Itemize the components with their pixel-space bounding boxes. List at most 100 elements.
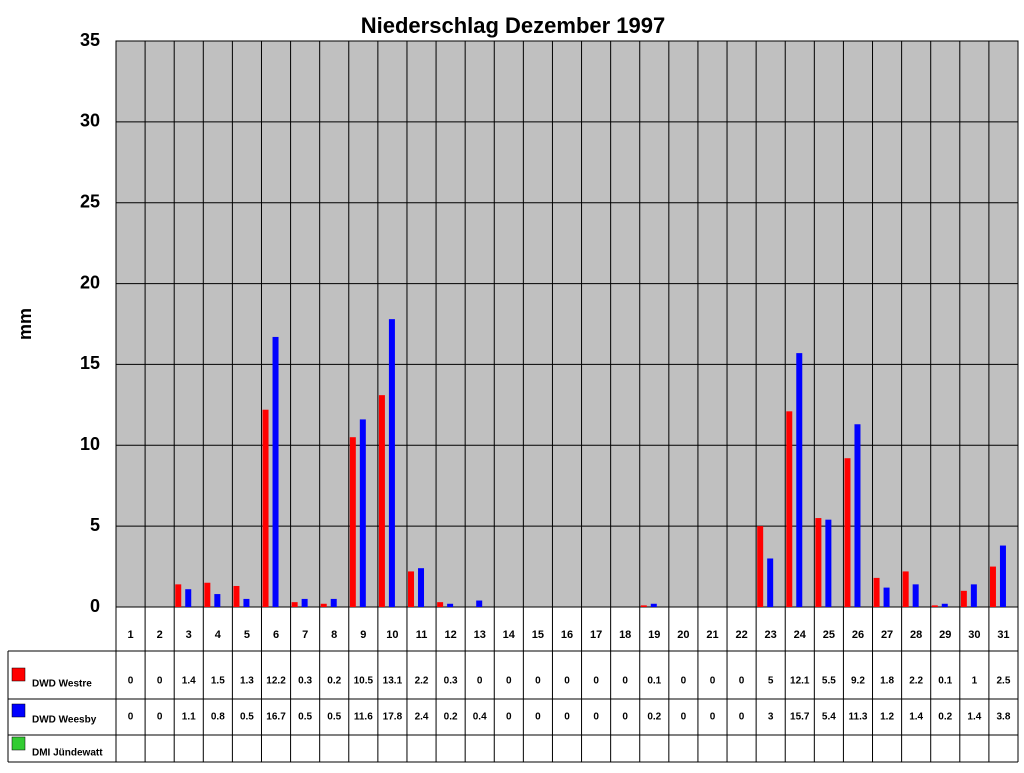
- x-tick-label: 15: [532, 629, 544, 641]
- table-value: 0.8: [211, 712, 225, 723]
- table-value: 0: [535, 712, 541, 723]
- table-value: 0: [128, 712, 134, 723]
- bar: [408, 571, 415, 607]
- bar: [640, 605, 647, 607]
- table-value: 12.2: [266, 676, 286, 687]
- bar: [970, 584, 977, 607]
- bar: [786, 411, 793, 607]
- y-tick-label: 35: [80, 30, 100, 50]
- bar: [418, 568, 425, 607]
- table-value: 0: [681, 676, 687, 687]
- table-value: 0.5: [240, 712, 254, 723]
- table-value: 0: [739, 712, 745, 723]
- table-value: 2.4: [415, 712, 429, 723]
- table-value: 0.3: [444, 676, 458, 687]
- table-value: 2.2: [415, 676, 429, 687]
- table-value: 2.2: [909, 676, 923, 687]
- x-tick-label: 27: [881, 629, 893, 641]
- table-value: 9.2: [851, 676, 865, 687]
- table-value: 0: [710, 712, 716, 723]
- table-value: 15.7: [790, 712, 810, 723]
- table-value: 17.8: [383, 712, 403, 723]
- table-value: 0.3: [298, 676, 312, 687]
- legend-label: DWD Westre: [32, 679, 92, 690]
- table-value: 0: [593, 712, 599, 723]
- bar: [272, 336, 279, 607]
- bar: [757, 526, 764, 607]
- table-value: 0.2: [327, 676, 341, 687]
- table-value: 0.5: [298, 712, 312, 723]
- y-axis-label: mm: [15, 308, 35, 340]
- table-value: 0: [506, 712, 512, 723]
- x-tick-label: 12: [444, 629, 456, 641]
- table-value: 1.2: [880, 712, 894, 723]
- legend-swatch: [11, 736, 26, 751]
- bar: [359, 419, 366, 607]
- table-value: 0: [564, 676, 570, 687]
- bar: [204, 582, 211, 607]
- bar: [796, 353, 803, 607]
- bar: [214, 594, 221, 607]
- y-tick-label: 0: [90, 596, 100, 616]
- x-tick-label: 26: [852, 629, 864, 641]
- x-tick-label: 8: [331, 629, 337, 641]
- table-value: 1.3: [240, 676, 254, 687]
- bar: [301, 598, 308, 607]
- table-value: 0: [157, 712, 163, 723]
- x-tick-label: 31: [997, 629, 1009, 641]
- table-value: 0.2: [444, 712, 458, 723]
- bar: [883, 587, 890, 607]
- table-value: 0: [593, 676, 599, 687]
- table-value: 11.3: [849, 712, 868, 723]
- x-tick-label: 13: [474, 629, 486, 641]
- x-tick-label: 4: [215, 629, 222, 641]
- y-tick-label: 15: [80, 353, 100, 373]
- x-tick-label: 6: [273, 629, 279, 641]
- legend-swatch: [11, 667, 26, 682]
- table-value: 1.4: [182, 676, 196, 687]
- table-value: 0: [739, 676, 745, 687]
- table-value: 16.7: [266, 712, 286, 723]
- x-tick-label: 29: [939, 629, 951, 641]
- x-tick-label: 1: [127, 629, 133, 641]
- x-tick-label: 2: [157, 629, 163, 641]
- bar: [175, 584, 182, 607]
- legend-label: DMI Jündewatt: [32, 748, 103, 759]
- x-tick-label: 10: [386, 629, 398, 641]
- table-value: 1.5: [211, 676, 225, 687]
- x-tick-label: 7: [302, 629, 308, 641]
- table-value: 0: [564, 712, 570, 723]
- bar: [378, 395, 385, 607]
- bar: [960, 590, 967, 607]
- y-tick-label: 25: [80, 191, 100, 211]
- table-value: 1: [972, 676, 978, 687]
- x-tick-label: 11: [416, 629, 428, 641]
- x-tick-label: 20: [677, 629, 689, 641]
- bar: [447, 603, 454, 607]
- plot-border: [115, 40, 1019, 608]
- table-value: 0.1: [938, 676, 952, 687]
- x-tick-label: 14: [503, 629, 516, 641]
- table-value: 12.1: [790, 676, 810, 687]
- bar: [243, 598, 250, 607]
- table-value: 2.5: [996, 676, 1010, 687]
- table-value: 0.2: [647, 712, 661, 723]
- legend-swatch: [11, 703, 26, 718]
- x-tick-label: 25: [823, 629, 835, 641]
- bar: [476, 600, 483, 607]
- table-value: 5.4: [822, 712, 836, 723]
- x-tick-label: 5: [244, 629, 250, 641]
- table-value: 1.4: [909, 712, 923, 723]
- bar: [349, 437, 356, 607]
- table-value: 0: [535, 676, 541, 687]
- bar: [815, 518, 822, 607]
- table-value: 11.6: [354, 712, 373, 723]
- table-value: 5: [768, 676, 774, 687]
- bar: [912, 584, 919, 607]
- table-value: 0: [477, 676, 483, 687]
- x-tick-label: 9: [360, 629, 366, 641]
- table-value: 13.1: [383, 676, 403, 687]
- bar: [941, 603, 948, 607]
- table-value: 0.4: [473, 712, 487, 723]
- y-tick-label: 30: [80, 111, 100, 131]
